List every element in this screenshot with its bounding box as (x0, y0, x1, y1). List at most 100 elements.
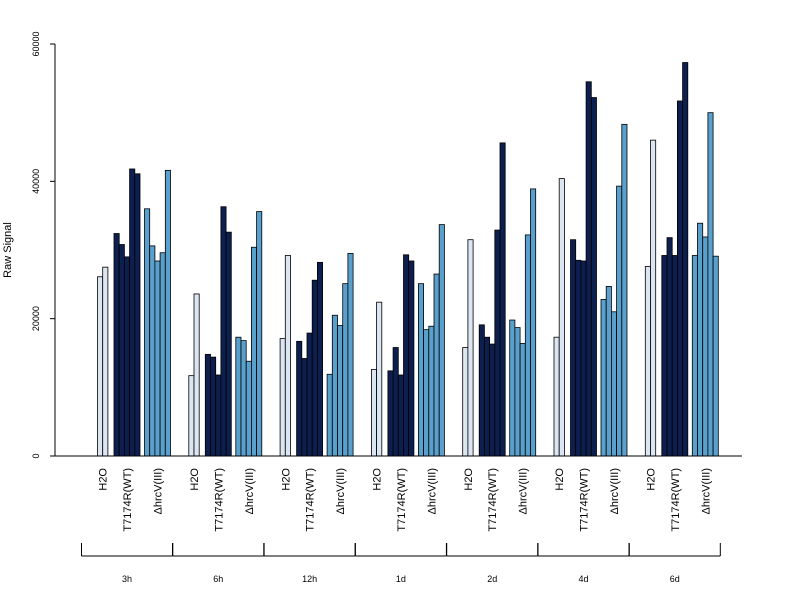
bar (102, 266, 109, 457)
bar (113, 233, 120, 457)
bar (661, 255, 668, 457)
bar (245, 360, 252, 457)
bar (524, 234, 531, 457)
bar (438, 224, 445, 457)
category-label: T7174R(WT) (396, 468, 408, 532)
category-label: ΔhrcV(III) (609, 468, 621, 514)
bar (342, 283, 349, 457)
bar (644, 266, 651, 457)
bar (316, 261, 323, 457)
bar (397, 374, 404, 457)
bar (467, 239, 474, 457)
bar (519, 342, 526, 457)
bar (408, 260, 415, 457)
category-label: H2O (98, 468, 110, 491)
bar (433, 273, 440, 457)
category-label: T7174R(WT) (213, 468, 225, 532)
bar (124, 256, 131, 457)
bar (326, 373, 333, 457)
bar (428, 325, 435, 457)
category-label: T7174R(WT) (487, 468, 499, 532)
category-label: ΔhrcV(III) (244, 468, 256, 514)
group-label: 2d (487, 574, 497, 584)
bar (387, 370, 394, 457)
bar (590, 97, 597, 457)
bar (188, 375, 195, 457)
bar (347, 253, 354, 457)
bar (149, 245, 156, 457)
bar (605, 285, 612, 457)
bar (558, 178, 565, 457)
category-label: T7174R(WT) (122, 468, 134, 532)
bar (417, 283, 424, 457)
bar (220, 206, 227, 457)
y-tick-label: 20000 (31, 306, 41, 331)
bar (210, 356, 217, 457)
group-label: 3h (122, 574, 132, 584)
bar (204, 353, 211, 457)
bar (575, 259, 582, 457)
bar (650, 139, 657, 457)
bar (621, 123, 628, 457)
bar (154, 260, 161, 457)
bars-layer (97, 62, 719, 457)
bar (403, 254, 410, 457)
bar (570, 239, 577, 457)
bar (301, 358, 308, 457)
bar (489, 343, 496, 457)
bar (164, 169, 171, 457)
bar (159, 252, 166, 457)
bar (682, 62, 689, 457)
bar (225, 231, 232, 457)
category-label: H2O (280, 468, 292, 491)
y-axis-title: Raw Signal (2, 222, 14, 278)
category-label: H2O (463, 468, 475, 491)
bar (585, 81, 592, 457)
bar (279, 338, 286, 457)
category-label: T7174R(WT) (670, 468, 682, 532)
bar (392, 347, 399, 457)
bar (331, 314, 338, 457)
group-brackets: 3h 6h 12h 1d 2d 4d 6d (81, 543, 721, 584)
bar (311, 279, 318, 457)
category-label: ΔhrcV(III) (700, 468, 712, 514)
bar (509, 319, 516, 457)
y-axis: 0 20000 40000 60000 (31, 31, 56, 459)
category-label: ΔhrcV(III) (153, 468, 165, 514)
category-label: H2O (554, 468, 566, 491)
y-tick-label: 0 (31, 453, 41, 458)
bar (712, 255, 719, 457)
bar (193, 293, 200, 457)
group-label: 6h (213, 574, 223, 584)
bar (616, 185, 623, 457)
bar (707, 112, 714, 457)
bar (580, 260, 587, 457)
bar (256, 211, 263, 457)
group-label: 12h (302, 574, 317, 584)
group-label: 4d (578, 574, 588, 584)
bar (671, 255, 678, 457)
bar (697, 222, 704, 457)
bar (494, 229, 501, 457)
category-label: H2O (646, 468, 658, 491)
bar (499, 142, 506, 457)
category-label: H2O (189, 468, 201, 491)
bar (666, 237, 673, 457)
bar (370, 369, 377, 457)
y-tick-label: 60000 (31, 31, 41, 56)
bar (702, 236, 709, 457)
bar (514, 327, 521, 457)
category-label: ΔhrcV(III) (518, 468, 530, 514)
bar (235, 336, 242, 457)
bar (677, 100, 684, 457)
category-label: ΔhrcV(III) (426, 468, 438, 514)
bar (306, 332, 313, 457)
bar (376, 301, 383, 457)
category-label: T7174R(WT) (579, 468, 591, 532)
bar (215, 374, 222, 457)
bar (423, 329, 430, 457)
category-label: ΔhrcV(III) (335, 468, 347, 514)
bar (240, 340, 247, 457)
